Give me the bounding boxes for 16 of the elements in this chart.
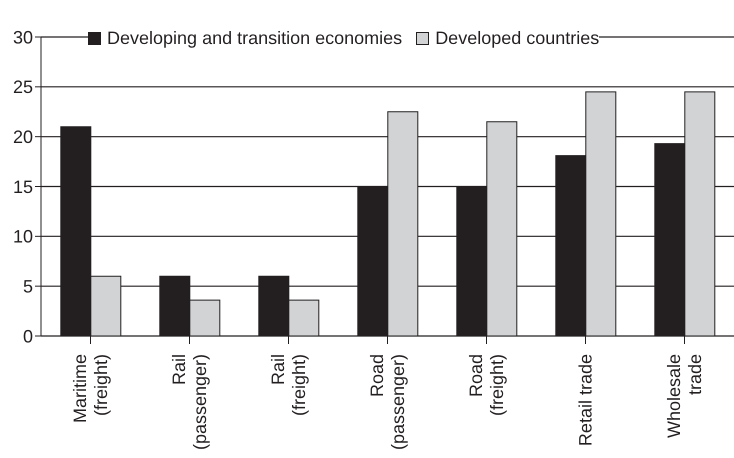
y-tick-label: 5 (22, 276, 33, 297)
x-tick-label: Road (freight) (466, 354, 507, 416)
legend-label: Developed countries (434, 28, 600, 49)
x-tick-label: Rail (freight) (268, 354, 309, 416)
x-tick-label: Retail trade (576, 354, 596, 446)
y-tick-label: 30 (12, 27, 33, 48)
y-tick-label: 0 (22, 326, 33, 346)
x-tick-label: Road (passenger) (367, 354, 408, 450)
y-tick-label: 25 (12, 77, 33, 98)
x-tick-label: Wholesale trade (664, 354, 705, 438)
x-tick-label: Rail (passenger) (169, 354, 210, 450)
x-tick-label: Maritime (freight) (70, 354, 111, 424)
legend-label: Developing and transition economies (106, 28, 402, 49)
y-tick-label: 20 (12, 127, 33, 148)
y-tick-label: 15 (12, 176, 33, 197)
y-tick-label: 10 (12, 226, 33, 247)
